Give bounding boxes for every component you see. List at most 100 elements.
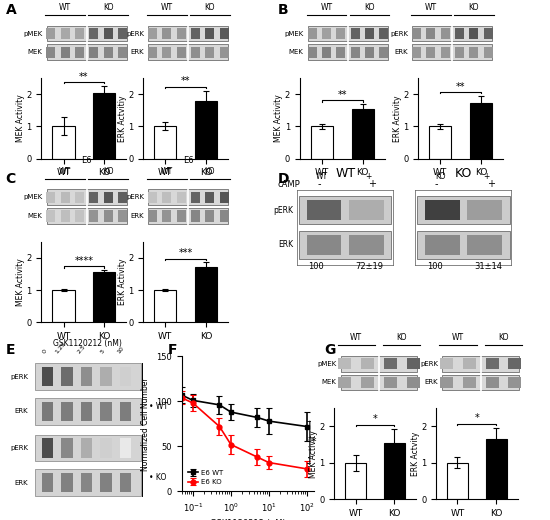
- Bar: [120, 473, 131, 492]
- Bar: [470, 103, 492, 159]
- Text: **: **: [456, 82, 465, 92]
- Bar: [338, 358, 351, 369]
- Text: G: G: [324, 343, 336, 357]
- Bar: [46, 47, 56, 58]
- Text: 0: 0: [41, 348, 48, 355]
- Text: KO: KO: [364, 3, 375, 12]
- Bar: [340, 356, 417, 372]
- Bar: [442, 356, 519, 372]
- Bar: [89, 192, 98, 203]
- Bar: [47, 208, 127, 224]
- Bar: [120, 438, 131, 458]
- Bar: [412, 28, 421, 39]
- Bar: [441, 47, 450, 58]
- Text: • WT: • WT: [149, 402, 168, 411]
- Bar: [35, 469, 141, 496]
- Text: ERK: ERK: [130, 213, 144, 219]
- Text: pMEK: pMEK: [284, 31, 304, 36]
- Bar: [351, 109, 374, 159]
- Bar: [219, 211, 229, 222]
- Bar: [338, 377, 351, 388]
- Bar: [299, 196, 392, 225]
- Bar: [177, 47, 186, 58]
- Text: 1.25: 1.25: [54, 341, 67, 355]
- Bar: [412, 25, 492, 42]
- Bar: [307, 28, 317, 39]
- Text: *: *: [373, 414, 377, 424]
- Text: pERK: pERK: [420, 361, 438, 367]
- Text: E: E: [6, 343, 15, 357]
- Bar: [81, 367, 92, 386]
- Bar: [89, 28, 98, 39]
- Text: pERK: pERK: [390, 31, 408, 36]
- Text: ****: ****: [74, 256, 94, 266]
- Bar: [307, 200, 341, 220]
- Bar: [148, 192, 157, 203]
- Bar: [195, 267, 217, 322]
- Bar: [350, 28, 360, 39]
- Bar: [100, 438, 112, 458]
- Text: -: -: [317, 179, 321, 189]
- Bar: [463, 377, 476, 388]
- Text: KO: KO: [205, 167, 215, 176]
- Bar: [205, 211, 214, 222]
- Text: ERK: ERK: [394, 49, 408, 55]
- Y-axis label: MEK Activity: MEK Activity: [16, 258, 25, 306]
- Text: MEK: MEK: [322, 380, 337, 385]
- Legend: E6 WT, E6 KO: E6 WT, E6 KO: [185, 467, 226, 488]
- Text: WT: WT: [316, 172, 328, 181]
- Text: pERK: pERK: [10, 445, 29, 451]
- Text: **: **: [79, 72, 89, 82]
- Text: ERK: ERK: [15, 408, 29, 414]
- Bar: [349, 200, 384, 220]
- Bar: [60, 192, 70, 203]
- Bar: [426, 28, 436, 39]
- Bar: [120, 367, 131, 386]
- Text: 31±14: 31±14: [474, 263, 502, 271]
- Text: pMEK: pMEK: [317, 361, 337, 367]
- Bar: [47, 44, 127, 60]
- Bar: [350, 47, 360, 58]
- Bar: [162, 47, 172, 58]
- Bar: [35, 363, 141, 390]
- Text: MEK: MEK: [28, 49, 42, 55]
- Bar: [307, 235, 341, 255]
- Title: SV40: SV40: [337, 0, 359, 1]
- Bar: [62, 473, 73, 492]
- Bar: [308, 25, 388, 42]
- Bar: [441, 28, 450, 39]
- Text: ERK: ERK: [425, 380, 438, 385]
- Bar: [148, 189, 228, 205]
- Bar: [425, 235, 459, 255]
- Bar: [336, 28, 345, 39]
- Bar: [467, 200, 502, 220]
- Text: pERK: pERK: [273, 205, 293, 215]
- Bar: [195, 101, 217, 159]
- Bar: [191, 47, 200, 58]
- Text: GSK1120212 (nM): GSK1120212 (nM): [53, 339, 122, 348]
- Bar: [42, 438, 53, 458]
- Bar: [407, 358, 420, 369]
- Bar: [379, 47, 388, 58]
- Text: 5: 5: [100, 348, 106, 355]
- Bar: [384, 443, 405, 499]
- Bar: [81, 401, 92, 421]
- Text: KO: KO: [455, 167, 472, 180]
- Bar: [148, 25, 228, 42]
- Text: **: **: [338, 89, 347, 100]
- Text: +: +: [487, 179, 494, 189]
- Text: pMEK: pMEK: [23, 194, 42, 200]
- Text: 100: 100: [309, 263, 324, 271]
- Text: pERK: pERK: [126, 31, 144, 36]
- Text: KO: KO: [498, 333, 509, 343]
- Bar: [486, 439, 507, 499]
- Text: *: *: [311, 437, 316, 447]
- Text: F: F: [168, 343, 177, 357]
- Bar: [469, 28, 478, 39]
- Bar: [93, 272, 116, 322]
- X-axis label: GSK1120212 (nM): GSK1120212 (nM): [210, 519, 285, 520]
- Bar: [46, 28, 56, 39]
- Y-axis label: ERK Activity: ERK Activity: [393, 95, 402, 141]
- Text: ***: ***: [179, 248, 192, 258]
- Text: KO: KO: [205, 3, 215, 12]
